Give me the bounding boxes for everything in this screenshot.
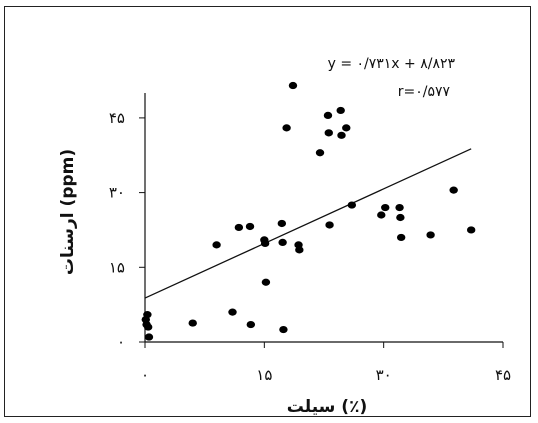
data-point xyxy=(260,239,270,247)
data-point xyxy=(324,129,333,137)
regression-equation: y = ۰/۷۳۱x + ۸/۸۲۳ xyxy=(328,56,456,72)
data-point xyxy=(381,203,390,212)
x-axis-label: سیلت (٪) xyxy=(287,397,367,417)
y-tick-label: ۱۵ xyxy=(109,258,125,276)
data-point xyxy=(228,308,237,316)
data-point xyxy=(245,222,255,231)
data-point xyxy=(288,81,298,90)
data-point xyxy=(315,149,325,157)
x-tick-label: ۳۰ xyxy=(376,366,392,384)
data-point xyxy=(323,111,333,120)
data-point xyxy=(143,311,152,319)
trendline xyxy=(144,148,472,299)
data-point xyxy=(277,219,287,228)
data-point xyxy=(212,241,221,249)
data-point xyxy=(466,226,476,234)
correlation-label: r=۰/۵۷۷ xyxy=(398,84,451,100)
data-point xyxy=(246,320,256,329)
y-tick-label: ۴۵ xyxy=(109,109,125,127)
x-tick-label: ۱۵ xyxy=(256,366,272,384)
data-point xyxy=(449,186,458,194)
data-point xyxy=(395,203,404,212)
data-point xyxy=(143,323,153,331)
y-tick-label: ۰ xyxy=(117,333,125,351)
data-point xyxy=(295,246,304,254)
x-tick-label: ۰ xyxy=(141,366,149,384)
data-point xyxy=(342,124,351,132)
data-point xyxy=(396,213,405,222)
data-point xyxy=(426,231,435,239)
data-point xyxy=(279,325,288,334)
data-point xyxy=(282,124,291,132)
data-point xyxy=(396,233,406,242)
data-point xyxy=(336,106,345,115)
data-point xyxy=(377,211,386,219)
data-point xyxy=(337,131,346,139)
data-point xyxy=(261,278,271,286)
y-axis-label: ارسنات (ppm) xyxy=(58,149,78,275)
data-point xyxy=(278,238,287,246)
x-tick-label: ۴۵ xyxy=(495,366,511,384)
data-point xyxy=(347,201,357,209)
y-tick-label: ۳۰ xyxy=(109,184,125,202)
data-point xyxy=(144,333,154,341)
data-point xyxy=(325,221,334,229)
chart-frame xyxy=(4,6,531,417)
data-point xyxy=(188,319,197,327)
data-point xyxy=(234,223,244,232)
